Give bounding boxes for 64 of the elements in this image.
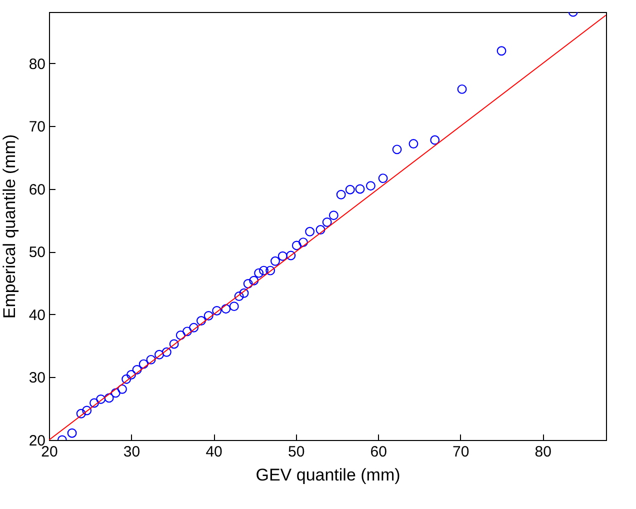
x-tick-label: 50 <box>288 444 305 460</box>
point <box>169 339 179 349</box>
point <box>292 240 302 250</box>
point <box>138 359 148 369</box>
point <box>243 279 253 288</box>
point <box>182 326 192 336</box>
point <box>328 210 338 220</box>
y-tick-label: 40 <box>28 306 46 324</box>
x-tick-label: 70 <box>452 444 470 460</box>
point <box>196 316 206 326</box>
point <box>110 388 120 398</box>
point <box>221 304 231 314</box>
point <box>408 139 418 149</box>
y-tick-label: 80 <box>28 56 46 73</box>
point <box>212 306 222 316</box>
x-tick-label: 30 <box>123 444 140 460</box>
point <box>305 226 315 236</box>
point <box>204 311 214 320</box>
x-tick-label: 60 <box>370 444 387 460</box>
point <box>496 46 506 56</box>
y-tick-label: 60 <box>28 181 46 198</box>
point <box>234 292 244 302</box>
point <box>286 250 296 260</box>
point <box>249 276 259 286</box>
y-tick-label: 30 <box>28 370 46 387</box>
point <box>316 225 326 234</box>
point <box>132 364 142 374</box>
y-tick-label: 50 <box>28 244 46 262</box>
point <box>67 428 77 438</box>
point <box>378 174 388 184</box>
point <box>430 135 440 145</box>
point <box>104 393 114 403</box>
point <box>162 347 172 357</box>
point <box>122 374 132 384</box>
point <box>239 288 249 298</box>
x-axis-title: GEV quantile (mm) <box>256 466 400 484</box>
point <box>336 190 346 200</box>
point <box>126 370 136 380</box>
point <box>117 384 127 394</box>
point <box>76 408 86 418</box>
x-tick-label: 40 <box>206 444 222 460</box>
point <box>322 218 332 227</box>
point <box>146 354 156 364</box>
y-axis-title: Emperical quantile (mm) <box>0 134 19 319</box>
point <box>366 181 376 191</box>
point <box>298 238 308 248</box>
point <box>229 302 239 312</box>
point <box>176 330 186 340</box>
point <box>82 406 92 416</box>
point <box>355 184 365 194</box>
x-tick-label: 80 <box>534 444 552 460</box>
point <box>259 266 268 276</box>
point <box>457 84 467 94</box>
point <box>270 256 280 266</box>
point <box>189 322 199 332</box>
point <box>96 394 106 404</box>
point <box>392 144 402 154</box>
y-tick-label: 70 <box>28 118 46 136</box>
point <box>90 398 99 408</box>
point <box>278 251 288 261</box>
point <box>266 266 276 276</box>
point <box>345 184 355 194</box>
point <box>254 268 264 278</box>
point <box>154 350 164 360</box>
